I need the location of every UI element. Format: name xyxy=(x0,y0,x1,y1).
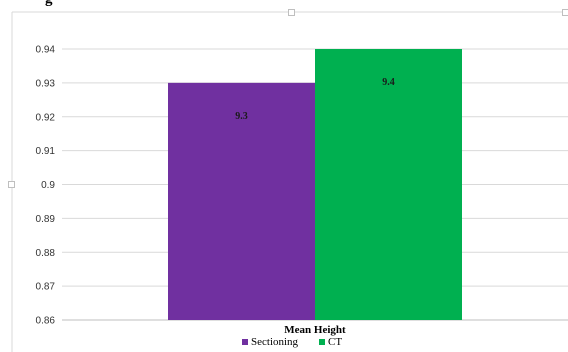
y-tick-label: 0.86 xyxy=(36,316,56,327)
title-fragment: ‑ ‑ ‑ ‑ g xyxy=(2,0,53,8)
resize-handle-corner[interactable] xyxy=(562,9,568,16)
bar-sectioning xyxy=(168,82,315,320)
legend-swatch-sectioning xyxy=(242,339,248,345)
y-tick-label: 0.93 xyxy=(36,78,56,89)
bar-ct xyxy=(315,49,462,320)
legend: Sectioning CT xyxy=(242,336,342,348)
y-tick-label: 0.92 xyxy=(36,112,56,123)
resize-handle-left[interactable] xyxy=(8,181,15,188)
resize-handle-top[interactable] xyxy=(288,9,295,16)
bars xyxy=(168,49,462,320)
chart-frame xyxy=(8,9,568,352)
y-tick-label: 0.89 xyxy=(36,214,56,225)
legend-label-sectioning: Sectioning xyxy=(251,336,299,348)
y-tick-label: 0.88 xyxy=(36,248,56,259)
data-label: 9.3 xyxy=(235,111,248,122)
legend-label-ct: CT xyxy=(328,336,342,348)
y-tick-label: 0.91 xyxy=(36,146,56,157)
data-label: 9.4 xyxy=(382,77,395,88)
y-axis-ticks: 0.86 0.87 0.88 0.89 0.9 0.91 0.92 0.93 0.94 xyxy=(36,45,56,327)
y-tick-label: 0.9 xyxy=(41,180,55,191)
legend-swatch-ct xyxy=(319,339,325,345)
x-axis: Mean Height xyxy=(284,324,346,336)
y-tick-label: 0.94 xyxy=(36,45,56,56)
y-tick-label: 0.87 xyxy=(36,282,56,293)
data-labels: 9.3 9.4 xyxy=(235,77,395,122)
x-category-label: Mean Height xyxy=(284,324,346,336)
